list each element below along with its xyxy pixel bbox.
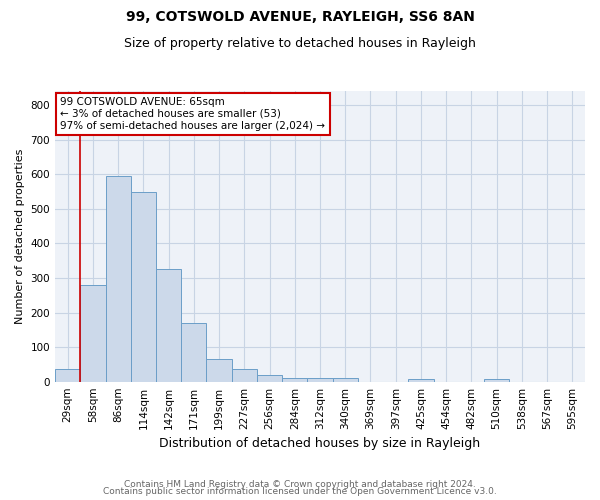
- Bar: [282, 378, 307, 382]
- Bar: [307, 378, 332, 382]
- Bar: [55, 369, 80, 382]
- Bar: [131, 192, 156, 382]
- Text: Size of property relative to detached houses in Rayleigh: Size of property relative to detached ho…: [124, 38, 476, 51]
- Bar: [232, 369, 257, 382]
- Text: 99 COTSWOLD AVENUE: 65sqm
← 3% of detached houses are smaller (53)
97% of semi-d: 99 COTSWOLD AVENUE: 65sqm ← 3% of detach…: [61, 98, 325, 130]
- Bar: [409, 379, 434, 382]
- Bar: [484, 380, 509, 382]
- Text: Contains public sector information licensed under the Open Government Licence v3: Contains public sector information licen…: [103, 487, 497, 496]
- Text: 99, COTSWOLD AVENUE, RAYLEIGH, SS6 8AN: 99, COTSWOLD AVENUE, RAYLEIGH, SS6 8AN: [125, 10, 475, 24]
- Bar: [332, 378, 358, 382]
- Bar: [156, 270, 181, 382]
- Bar: [80, 285, 106, 382]
- Bar: [206, 359, 232, 382]
- Bar: [106, 176, 131, 382]
- Bar: [257, 376, 282, 382]
- Y-axis label: Number of detached properties: Number of detached properties: [15, 149, 25, 324]
- Text: Contains HM Land Registry data © Crown copyright and database right 2024.: Contains HM Land Registry data © Crown c…: [124, 480, 476, 489]
- X-axis label: Distribution of detached houses by size in Rayleigh: Distribution of detached houses by size …: [160, 437, 481, 450]
- Bar: [181, 323, 206, 382]
